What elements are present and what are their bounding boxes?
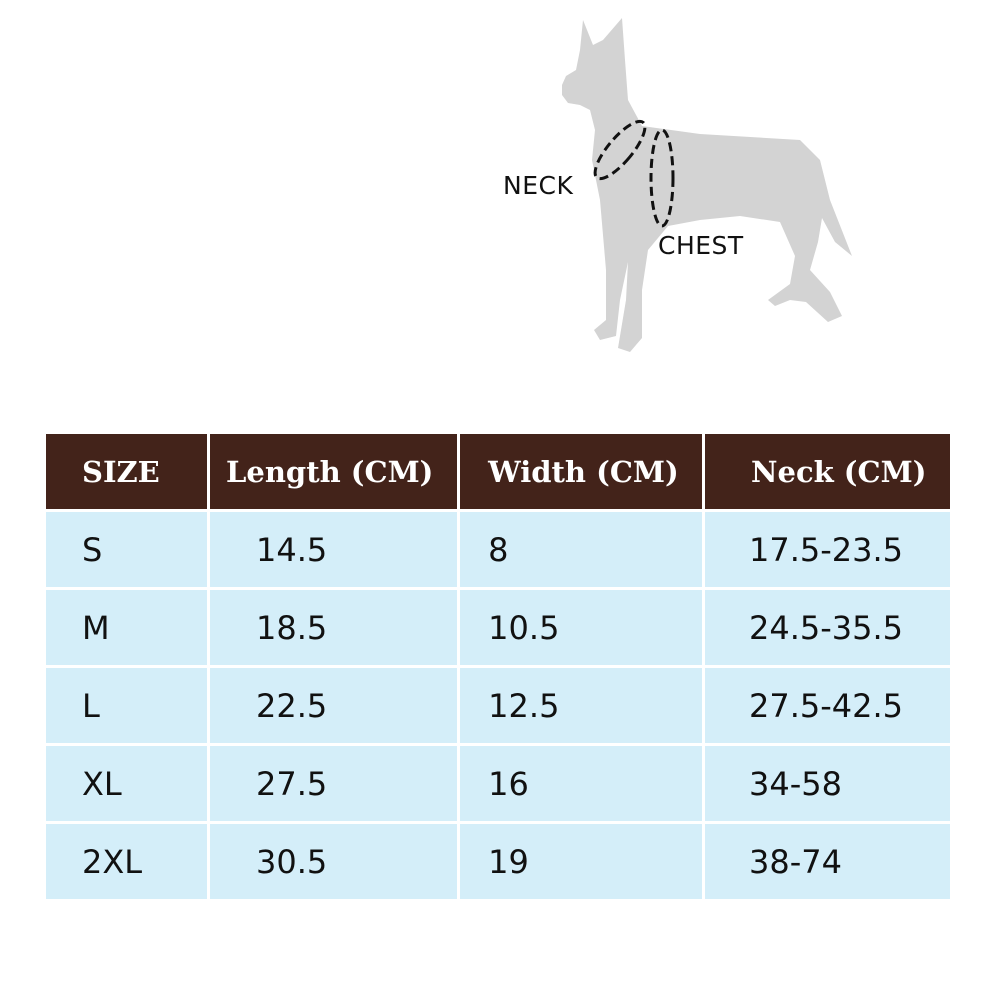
cell-length: 30.5 <box>210 824 458 899</box>
cell-width: 16 <box>460 746 702 821</box>
cell-size: XL <box>46 746 207 821</box>
neck-measure-line <box>593 119 647 181</box>
cell-width: 12.5 <box>460 668 702 743</box>
header-width: Width (CM) <box>460 434 702 509</box>
cell-neck: 27.5-42.5 <box>704 668 950 743</box>
cell-neck: 24.5-35.5 <box>704 590 950 665</box>
chest-measure-line <box>649 128 675 228</box>
table-row: S 14.5 8 17.5-23.5 <box>46 512 950 587</box>
size-table: SIZE Length (CM) Width (CM) Neck (CM) S … <box>43 431 953 902</box>
table-row: L 22.5 12.5 27.5-42.5 <box>46 668 950 743</box>
cell-size: S <box>46 512 207 587</box>
cell-size: L <box>46 668 207 743</box>
table-row: XL 27.5 16 34-58 <box>46 746 950 821</box>
table-row: 2XL 30.5 19 38-74 <box>46 824 950 899</box>
header-neck: Neck (CM) <box>704 434 950 509</box>
table-header-row: SIZE Length (CM) Width (CM) Neck (CM) <box>46 434 950 509</box>
dog-silhouette <box>562 18 852 352</box>
cell-length: 27.5 <box>210 746 458 821</box>
header-size: SIZE <box>46 434 207 509</box>
cell-size: M <box>46 590 207 665</box>
cell-width: 10.5 <box>460 590 702 665</box>
table-row: M 18.5 10.5 24.5-35.5 <box>46 590 950 665</box>
header-length: Length (CM) <box>210 434 458 509</box>
cell-length: 14.5 <box>210 512 458 587</box>
neck-label: NECK <box>503 171 574 200</box>
cell-neck: 17.5-23.5 <box>704 512 950 587</box>
cell-size: 2XL <box>46 824 207 899</box>
chest-label: CHEST <box>658 231 744 260</box>
cell-width: 8 <box>460 512 702 587</box>
cell-length: 18.5 <box>210 590 458 665</box>
cell-length: 22.5 <box>210 668 458 743</box>
cell-width: 19 <box>460 824 702 899</box>
dog-body <box>562 18 852 352</box>
cell-neck: 38-74 <box>704 824 950 899</box>
cell-neck: 34-58 <box>704 746 950 821</box>
